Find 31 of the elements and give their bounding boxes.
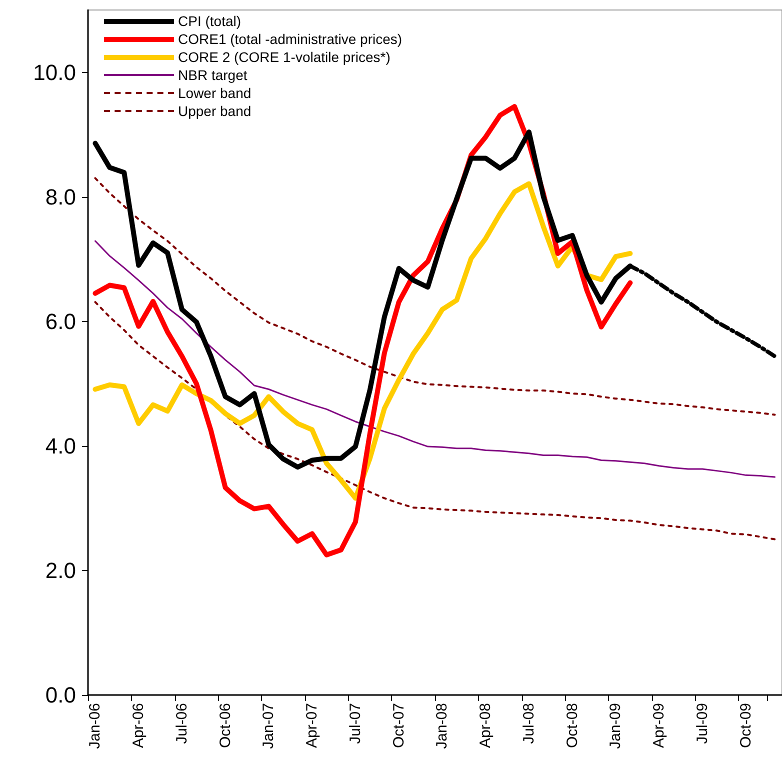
line-series xyxy=(94,301,776,540)
x-tick-label: Jan-06 xyxy=(86,703,104,749)
line-series xyxy=(94,240,776,478)
x-tick-label: Apr-08 xyxy=(477,703,494,748)
x-tick-label: Jan-07 xyxy=(260,703,278,749)
legend-label: CORE 2 (CORE 1-volatile prices*) xyxy=(178,48,390,66)
y-tick-label: 4.0 xyxy=(45,433,76,458)
x-tick-label: Jul-06 xyxy=(173,703,190,744)
x-tick-label: Oct-08 xyxy=(564,703,581,748)
x-tick-label: Jul-08 xyxy=(520,703,538,744)
legend-label: CPI (total) xyxy=(178,12,242,30)
y-tick-label: 8.0 xyxy=(45,184,76,210)
x-tick-label: Jul-09 xyxy=(694,703,711,744)
legend-label: NBR target xyxy=(178,66,248,84)
x-tick-label: Oct-07 xyxy=(390,703,408,748)
legend-label: Lower band xyxy=(178,84,252,102)
y-tick-label: 2.0 xyxy=(45,558,76,583)
x-tick-label: Jul-07 xyxy=(346,703,364,744)
x-tick-label: Apr-06 xyxy=(130,703,148,748)
x-tick-label: Jan-08 xyxy=(434,703,451,749)
x-tick-label: Oct-09 xyxy=(737,703,754,748)
y-tick-label: 0.0 xyxy=(45,682,76,708)
y-tick-label: 6.0 xyxy=(45,308,76,334)
x-tick-label: Oct-06 xyxy=(216,703,234,748)
x-tick-label: Apr-07 xyxy=(304,703,321,748)
legend-label: Upper band xyxy=(178,102,252,120)
legend-label: CORE1 (total -administrative prices) xyxy=(178,30,402,48)
x-tick-label: Apr-09 xyxy=(650,703,668,748)
y-tick-label: 10.0 xyxy=(33,60,76,85)
x-tick-label: Jan-09 xyxy=(607,703,624,749)
line-series xyxy=(94,177,776,416)
